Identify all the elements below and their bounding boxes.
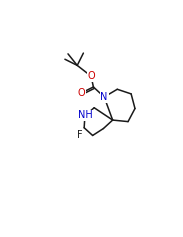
Text: O: O [77, 88, 85, 98]
Text: NH: NH [78, 110, 92, 120]
Text: O: O [87, 71, 95, 81]
Text: F: F [77, 131, 82, 141]
Text: N: N [100, 92, 108, 102]
